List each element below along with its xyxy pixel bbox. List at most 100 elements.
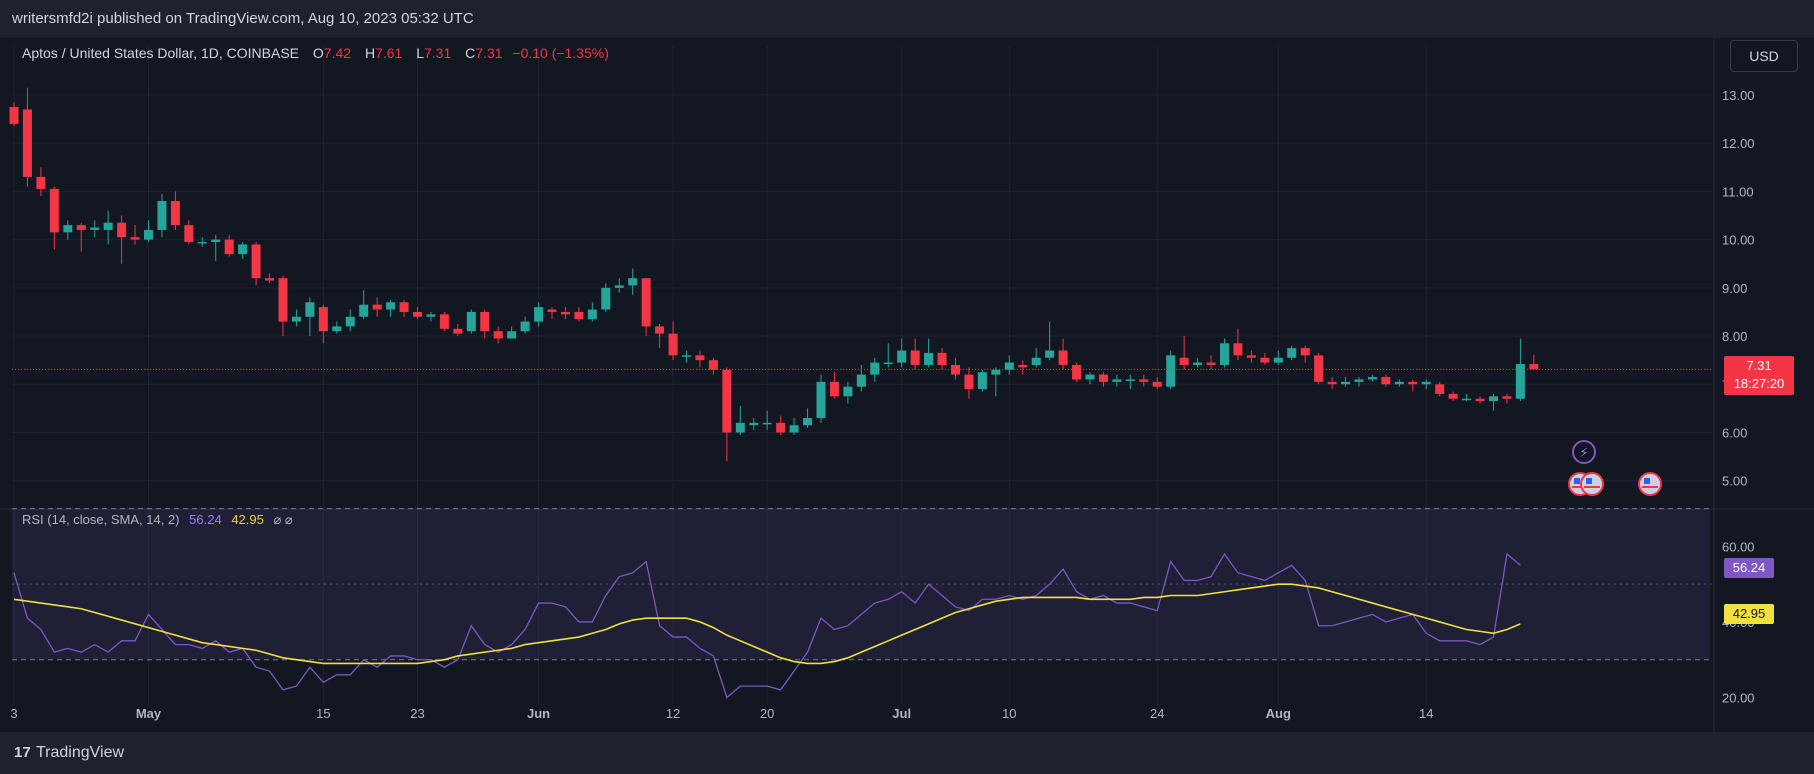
us-flag-canton	[1574, 478, 1580, 484]
candle-down	[1233, 343, 1243, 356]
candle-down	[9, 106, 19, 124]
chart-area[interactable]	[0, 38, 1814, 732]
candle-down	[170, 201, 180, 226]
candle-up	[1220, 343, 1229, 365]
candle-down	[1408, 381, 1418, 385]
price-tick-label: 6.00	[1722, 425, 1747, 440]
candle-up	[466, 311, 476, 332]
candle-up	[211, 239, 221, 243]
tradingview-logo[interactable]: 17 TradingView	[14, 744, 124, 762]
candle-down	[22, 109, 32, 177]
candle-down	[453, 328, 463, 334]
candle-down	[547, 309, 557, 312]
time-tick-label: 20	[760, 706, 774, 721]
candle-up	[749, 422, 759, 426]
candle-down	[278, 278, 288, 322]
close-value: 7.31	[475, 45, 503, 61]
candle-up	[305, 302, 315, 317]
candle-down	[413, 311, 422, 317]
candle-down	[493, 331, 503, 339]
candle-down	[1246, 355, 1256, 358]
candle-up	[1462, 398, 1472, 401]
low-label: L	[416, 45, 424, 61]
candle-up	[1045, 350, 1055, 358]
rsi-ma-value: 42.95	[231, 512, 264, 527]
candle-up	[520, 321, 530, 332]
candle-up	[1031, 357, 1041, 365]
rsi-legend: RSI (14, close, SMA, 14, 2) 56.24 42.95 …	[22, 512, 293, 528]
candle-down	[1139, 379, 1149, 382]
last-price: 7.31	[1746, 358, 1772, 373]
open-label: O	[312, 45, 324, 61]
candle-up	[1193, 362, 1203, 365]
candle-down	[1435, 384, 1445, 394]
candle-down	[937, 352, 947, 365]
time-tick-label: Jul	[892, 706, 911, 721]
hidden-values-icon[interactable]: ⌀ ⌀	[273, 512, 293, 527]
time-tick-label: Jun	[527, 706, 550, 721]
candle-down	[641, 278, 651, 327]
candle-up	[803, 418, 813, 426]
candle-up	[90, 227, 100, 230]
candle-up	[291, 316, 301, 322]
candle-up	[1273, 357, 1283, 363]
candle-down	[1327, 381, 1337, 385]
candle-up	[789, 425, 799, 433]
publication-bar: writersmfd2i published on TradingView.co…	[0, 0, 1814, 38]
candle-down	[1314, 355, 1324, 382]
candle-down	[1502, 396, 1512, 399]
candle-down	[130, 237, 140, 240]
candle-up	[1489, 396, 1498, 402]
candle-up	[1112, 379, 1122, 382]
rsi-line	[13, 552, 1521, 699]
candle-up	[587, 309, 597, 320]
candle-up	[157, 201, 167, 230]
candle-down	[49, 188, 59, 233]
time-tick-label: Aug	[1266, 706, 1291, 721]
candle-down	[439, 314, 449, 329]
symbol-name: Aptos / United States Dollar, 1D, COINBA…	[22, 45, 300, 61]
candle-up	[507, 331, 517, 339]
candle-down	[184, 225, 194, 243]
rsi-ma-value-tag: 42.95	[1724, 604, 1774, 624]
candle-down	[776, 422, 786, 433]
candle-up	[897, 350, 907, 363]
rsi-ma-line	[13, 583, 1521, 665]
candle-up	[601, 287, 611, 310]
last-price-tag: 7.31 18:27:20	[1724, 356, 1794, 395]
rsi-value-tag: 56.24	[1724, 558, 1774, 578]
close-label: C	[465, 45, 476, 61]
candle-up	[977, 372, 987, 390]
rsi-band	[12, 508, 1710, 660]
tradingview-brand: TradingView	[36, 744, 125, 761]
time-tick-label: May	[136, 706, 162, 721]
candle-down	[695, 355, 705, 361]
candle-down	[224, 239, 234, 255]
candle-down	[829, 381, 839, 397]
candle-up	[238, 244, 248, 255]
candle-down	[1260, 357, 1270, 363]
rsi-tick-label: 20.00	[1722, 690, 1755, 705]
candle-up	[63, 225, 73, 233]
candle-up	[1394, 381, 1404, 385]
candle-up	[332, 326, 342, 332]
candle-down	[910, 350, 920, 365]
candle-down	[574, 311, 584, 320]
candle-up	[682, 355, 691, 357]
candle-down	[117, 222, 127, 238]
publication-text: writersmfd2i published on TradingView.co…	[12, 10, 474, 27]
candle-down	[1072, 364, 1082, 380]
candle-up	[991, 369, 1001, 375]
time-tick-label: 12	[666, 706, 680, 721]
candle-up	[735, 422, 745, 433]
candle-down	[480, 311, 490, 332]
candle-up	[1125, 379, 1135, 381]
candle-down	[36, 176, 46, 189]
price-tick-label: 13.00	[1722, 88, 1755, 103]
time-tick-label: 14	[1419, 706, 1433, 721]
high-label: H	[364, 45, 376, 61]
currency-button[interactable]: USD	[1730, 40, 1798, 72]
time-tick-label: 24	[1150, 706, 1164, 721]
candle-down	[964, 374, 974, 390]
